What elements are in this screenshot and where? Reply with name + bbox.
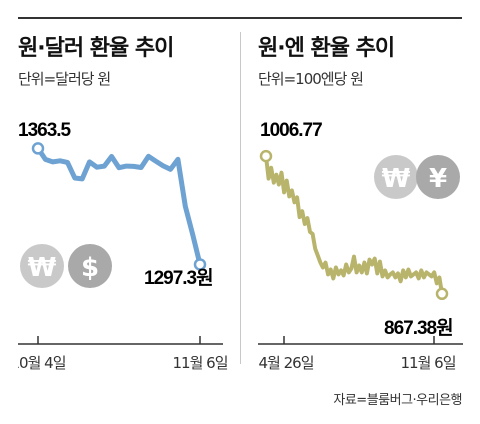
won-yen-x-start-label: 4월 26일 [259,354,314,372]
won-yen-series-line [264,154,444,296]
won-yen-unit: 단위=100엔당 원 [258,70,364,88]
won-coin-icon [374,155,418,199]
coin-icons: ₩ $ [20,244,112,288]
dollar-coin-icon [68,244,112,288]
won-dollar-title: 원·달러 환율 추이 [18,36,174,61]
won-yen-start-point [259,149,273,163]
yen-coin-icon [416,155,460,199]
top-rule [18,17,462,19]
won-dollar-end-point [193,258,207,271]
won-yen-title: 원·엔 환율 추이 [258,36,395,61]
won-symbol-icon: ₩ [382,164,411,194]
yen-symbol-icon: ¥ [429,164,447,194]
won-dollar-start-label: 1363.5 [18,120,72,141]
won-yen-end-label: 867.38원 [384,317,453,339]
won-dollar-end-label: 1297.3원 [144,267,213,289]
won-dollar-unit: 단위=달러당 원 [18,70,111,88]
won-dollar-series-line [35,145,203,267]
won-symbol-icon: ₩ [28,253,57,283]
won-coin-icon [20,244,64,288]
won-dollar-chart: 1363.5 ₩ $ 1297.3원 10월 4일 11월 6일 [18,120,229,372]
won-dollar-x-end-label: 11월 6일 [173,354,228,372]
won-dollar-start-point [31,142,45,155]
coin-icons: ₩ ¥ [374,155,460,199]
won-yen-chart: 1006.77 ₩ ¥ 867.38원 4월 26일 11월 6일 [258,120,463,372]
dollar-symbol-icon: $ [81,253,99,283]
won-yen-start-label: 1006.77 [260,120,322,141]
won-yen-panel: 원·엔 환율 추이 단위=100엔당 원 1006.77 ₩ ¥ 867.38원… [258,0,480,400]
won-dollar-panel: 원·달러 환율 추이 단위=달러당 원 1363.5 ₩ $ 1297.3원 1… [18,0,242,400]
won-yen-x-end-label: 11월 6일 [401,354,456,372]
won-yen-end-point [435,287,449,301]
source-credit: 자료=블룸버그·우리은행 [333,393,462,408]
panel-divider [240,32,241,364]
won-dollar-x-start-label: 10월 4일 [18,354,66,372]
